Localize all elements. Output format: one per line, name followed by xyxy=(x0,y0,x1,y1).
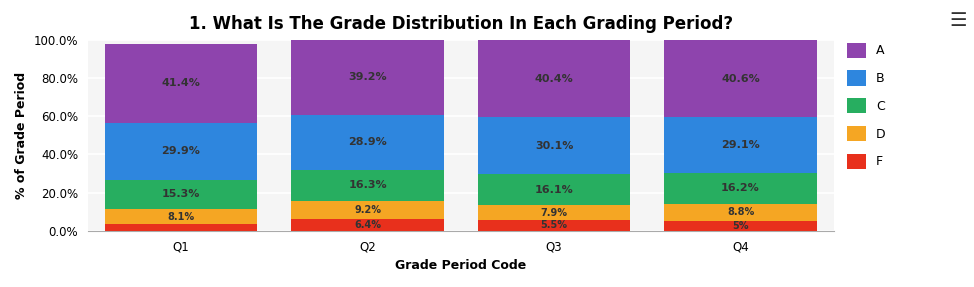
Bar xyxy=(291,218,444,231)
Bar xyxy=(291,170,444,201)
Text: 5.5%: 5.5% xyxy=(541,220,568,230)
Bar xyxy=(664,204,817,221)
Text: 40.6%: 40.6% xyxy=(721,74,760,84)
Text: 30.1%: 30.1% xyxy=(535,141,574,151)
Bar xyxy=(477,40,630,117)
Bar xyxy=(477,174,630,205)
X-axis label: Grade Period Code: Grade Period Code xyxy=(395,259,526,272)
Text: 9.2%: 9.2% xyxy=(354,205,381,215)
Bar xyxy=(104,224,257,231)
Text: ☰: ☰ xyxy=(950,11,967,30)
Bar xyxy=(477,205,630,220)
Text: 29.9%: 29.9% xyxy=(162,146,201,156)
Bar xyxy=(104,180,257,209)
Text: 16.2%: 16.2% xyxy=(721,183,760,193)
Bar xyxy=(664,221,817,231)
Text: 8.1%: 8.1% xyxy=(168,212,195,222)
Text: 41.4%: 41.4% xyxy=(162,78,201,88)
Text: 15.3%: 15.3% xyxy=(162,189,201,199)
Text: 7.9%: 7.9% xyxy=(541,208,568,218)
Title: 1. What Is The Grade Distribution In Each Grading Period?: 1. What Is The Grade Distribution In Eac… xyxy=(189,15,732,33)
Bar xyxy=(104,123,257,180)
Bar xyxy=(664,117,817,173)
Text: 40.4%: 40.4% xyxy=(535,73,574,84)
Text: 28.9%: 28.9% xyxy=(348,137,387,147)
Bar xyxy=(477,117,630,174)
Bar xyxy=(291,201,444,218)
Text: 6.4%: 6.4% xyxy=(354,220,381,230)
Bar xyxy=(104,209,257,224)
Text: 5%: 5% xyxy=(732,221,749,231)
Text: 39.2%: 39.2% xyxy=(349,73,387,82)
Text: 16.1%: 16.1% xyxy=(535,185,574,195)
Y-axis label: % of Grade Period: % of Grade Period xyxy=(15,72,28,199)
Text: 16.3%: 16.3% xyxy=(349,181,387,191)
Bar xyxy=(664,173,817,204)
Bar xyxy=(291,40,444,115)
Bar xyxy=(664,40,817,117)
Legend: A, B, C, D, F: A, B, C, D, F xyxy=(847,42,886,169)
Bar xyxy=(104,44,257,123)
Bar xyxy=(477,220,630,231)
Text: 29.1%: 29.1% xyxy=(721,140,760,150)
Text: 8.8%: 8.8% xyxy=(727,207,754,217)
Bar xyxy=(291,115,444,170)
